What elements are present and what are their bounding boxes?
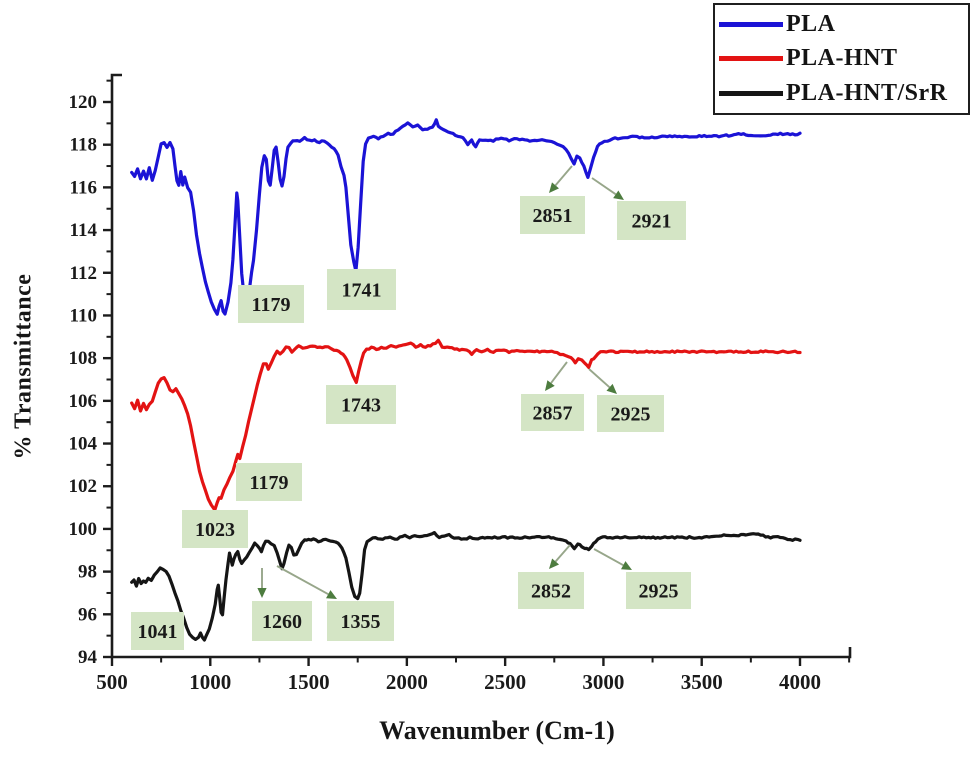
annotation-box [518, 572, 584, 609]
legend-line-pla [719, 21, 783, 27]
annotation-label: 1355 [341, 611, 381, 633]
x-axis-tick-label: 3500 [681, 670, 723, 694]
legend-line-pla-hnt-srr [719, 91, 783, 97]
annotation-box [238, 285, 304, 323]
y-axis-tick-label: 106 [69, 391, 98, 412]
annotation-box [520, 196, 585, 234]
x-axis-tick-label: 500 [96, 670, 128, 694]
legend-label-pla: PLA [786, 10, 836, 37]
annotation-label: 2925 [611, 404, 651, 426]
annotation-arrowhead [545, 380, 555, 391]
y-axis-tick-label: 96 [78, 604, 97, 625]
annotation-arrow [593, 548, 624, 566]
x-axis-tick-label: 3000 [582, 670, 624, 694]
legend-label-pla-hnt-srr: PLA-HNT/SrR [786, 80, 948, 107]
y-axis-title: % Transmittance [10, 273, 37, 460]
annotation-label: 1023 [195, 519, 235, 541]
y-axis-tick-label: 98 [78, 562, 97, 583]
axis-frame [110, 73, 852, 659]
annotation-arrowhead [257, 588, 267, 598]
y-axis-tick-label: 108 [69, 348, 98, 369]
series-line-pla-hnt [130, 338, 802, 512]
annotation-box [326, 385, 396, 424]
annotation-arrow [554, 165, 573, 187]
annotation-box [327, 601, 394, 641]
y-axis-tick-label: 118 [70, 135, 97, 156]
annotation-box [617, 201, 686, 240]
y-axis-tick-label: 112 [70, 263, 97, 284]
x-axis-tick-label: 2500 [484, 670, 526, 694]
annotation-box [597, 395, 664, 432]
annotation-label: 2852 [531, 581, 571, 603]
annotation-arrowhead [549, 182, 559, 193]
y-axis-tick-label: 120 [69, 92, 98, 113]
annotation-arrow [588, 368, 611, 389]
series-line-pla-hnt-srr [130, 531, 802, 642]
legend-item-pla: PLA [719, 7, 964, 41]
legend: PLA PLA-HNT PLA-HNT/SrR [713, 3, 970, 115]
annotation-box [626, 572, 691, 609]
y-axis-tick-label: 116 [70, 177, 97, 198]
y-axis-tick-label: 114 [70, 220, 98, 241]
legend-label-pla-hnt: PLA-HNT [786, 45, 898, 72]
x-axis-title: Wavenumber (Cm-1) [379, 716, 615, 745]
annotation-label: 2851 [533, 205, 573, 227]
annotation-arrow [591, 177, 617, 196]
annotation-label: 2857 [533, 403, 573, 425]
annotation-label: 2921 [632, 211, 672, 233]
annotation-arrowhead [621, 561, 632, 570]
annotation-box [182, 510, 248, 548]
annotation-label: 1741 [342, 280, 382, 302]
annotation-box [521, 394, 584, 431]
annotation-arrowhead [613, 190, 624, 200]
y-axis-tick-label: 104 [69, 434, 98, 455]
legend-line-pla-hnt [719, 56, 783, 62]
annotation-label: 1260 [262, 611, 302, 633]
y-axis-tick-label: 102 [69, 476, 98, 497]
annotation-arrow [550, 361, 568, 384]
annotation-label: 1179 [252, 294, 291, 316]
annotation-label: 2925 [639, 581, 679, 603]
series-line-pla [130, 118, 802, 316]
annotation-box [131, 612, 184, 650]
annotation-arrowhead [549, 558, 560, 569]
x-axis-tick-label: 4000 [779, 670, 821, 694]
annotation-box [236, 463, 302, 501]
annotation-arrow [554, 544, 571, 563]
y-axis-tick-label: 94 [78, 647, 98, 668]
x-axis-tick-label: 1500 [288, 670, 330, 694]
annotation-box [327, 269, 396, 310]
annotation-label: 1179 [250, 472, 289, 494]
legend-item-pla-hnt-srr: PLA-HNT/SrR [719, 77, 964, 111]
annotation-arrow [276, 565, 329, 596]
annotation-label: 1041 [138, 621, 178, 643]
legend-item-pla-hnt: PLA-HNT [719, 42, 964, 76]
annotation-label: 1743 [341, 395, 381, 417]
y-axis-tick-label: 110 [70, 305, 97, 326]
y-axis-tick-label: 100 [69, 519, 98, 540]
annotation-box [252, 601, 312, 641]
annotation-arrowhead [326, 590, 337, 599]
x-axis-tick-label: 2000 [386, 670, 428, 694]
annotation-arrowhead [606, 383, 617, 394]
x-axis-tick-label: 1000 [189, 670, 231, 694]
